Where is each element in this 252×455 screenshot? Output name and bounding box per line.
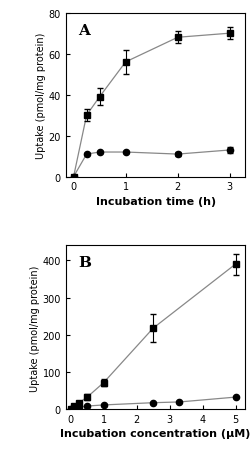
Text: B: B bbox=[78, 256, 91, 270]
Y-axis label: Uptake (pmol/mg protein): Uptake (pmol/mg protein) bbox=[29, 265, 40, 391]
Text: A: A bbox=[78, 24, 90, 37]
X-axis label: Incubation concentration (μM): Incubation concentration (μM) bbox=[60, 429, 250, 439]
Y-axis label: Uptake (pmol/mg protein): Uptake (pmol/mg protein) bbox=[36, 32, 46, 158]
X-axis label: Incubation time (h): Incubation time (h) bbox=[95, 196, 215, 206]
